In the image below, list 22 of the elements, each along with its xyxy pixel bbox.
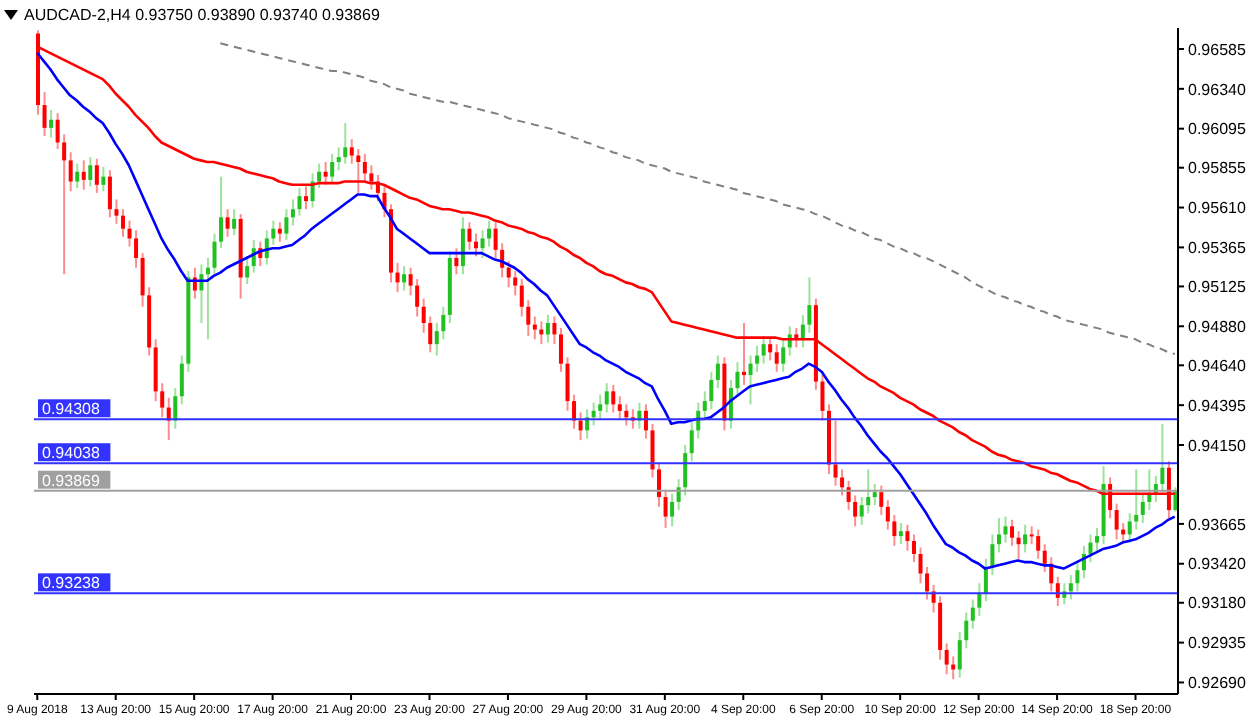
- y-tick-label: 0.94150: [1188, 436, 1247, 455]
- line-series: [219, 42, 1176, 355]
- ref-line-label: 0.94308: [42, 400, 101, 419]
- ref-line-label: 0.93869: [42, 471, 101, 490]
- ref-line-label: 0.94038: [42, 444, 101, 463]
- y-tick-label: 0.95610: [1188, 199, 1247, 218]
- y-tick-label: 0.94880: [1188, 317, 1247, 336]
- y-tick-label: 0.92935: [1188, 634, 1247, 653]
- y-tick-label: 0.94640: [1188, 356, 1247, 375]
- y-tick-label: 0.95125: [1188, 278, 1247, 297]
- y-tick-label: 0.96095: [1188, 120, 1247, 139]
- ref-line-label: 0.93238: [42, 574, 101, 593]
- y-tick-label: 0.93665: [1188, 515, 1247, 534]
- y-tick-label: 0.96340: [1188, 80, 1247, 99]
- chart-title: AUDCAD-2,H4 0.93750 0.93890 0.93740 0.93869: [24, 5, 380, 23]
- y-tick-label: 0.96585: [1188, 40, 1247, 59]
- y-tick-label: 0.92690: [1188, 674, 1247, 693]
- y-tick-label: 0.95365: [1188, 239, 1247, 258]
- y-tick-label: 0.93180: [1188, 594, 1247, 613]
- y-tick-label: 0.94395: [1188, 396, 1247, 415]
- y-tick-label: 0.93420: [1188, 555, 1247, 574]
- y-tick-label: 0.95855: [1188, 159, 1247, 178]
